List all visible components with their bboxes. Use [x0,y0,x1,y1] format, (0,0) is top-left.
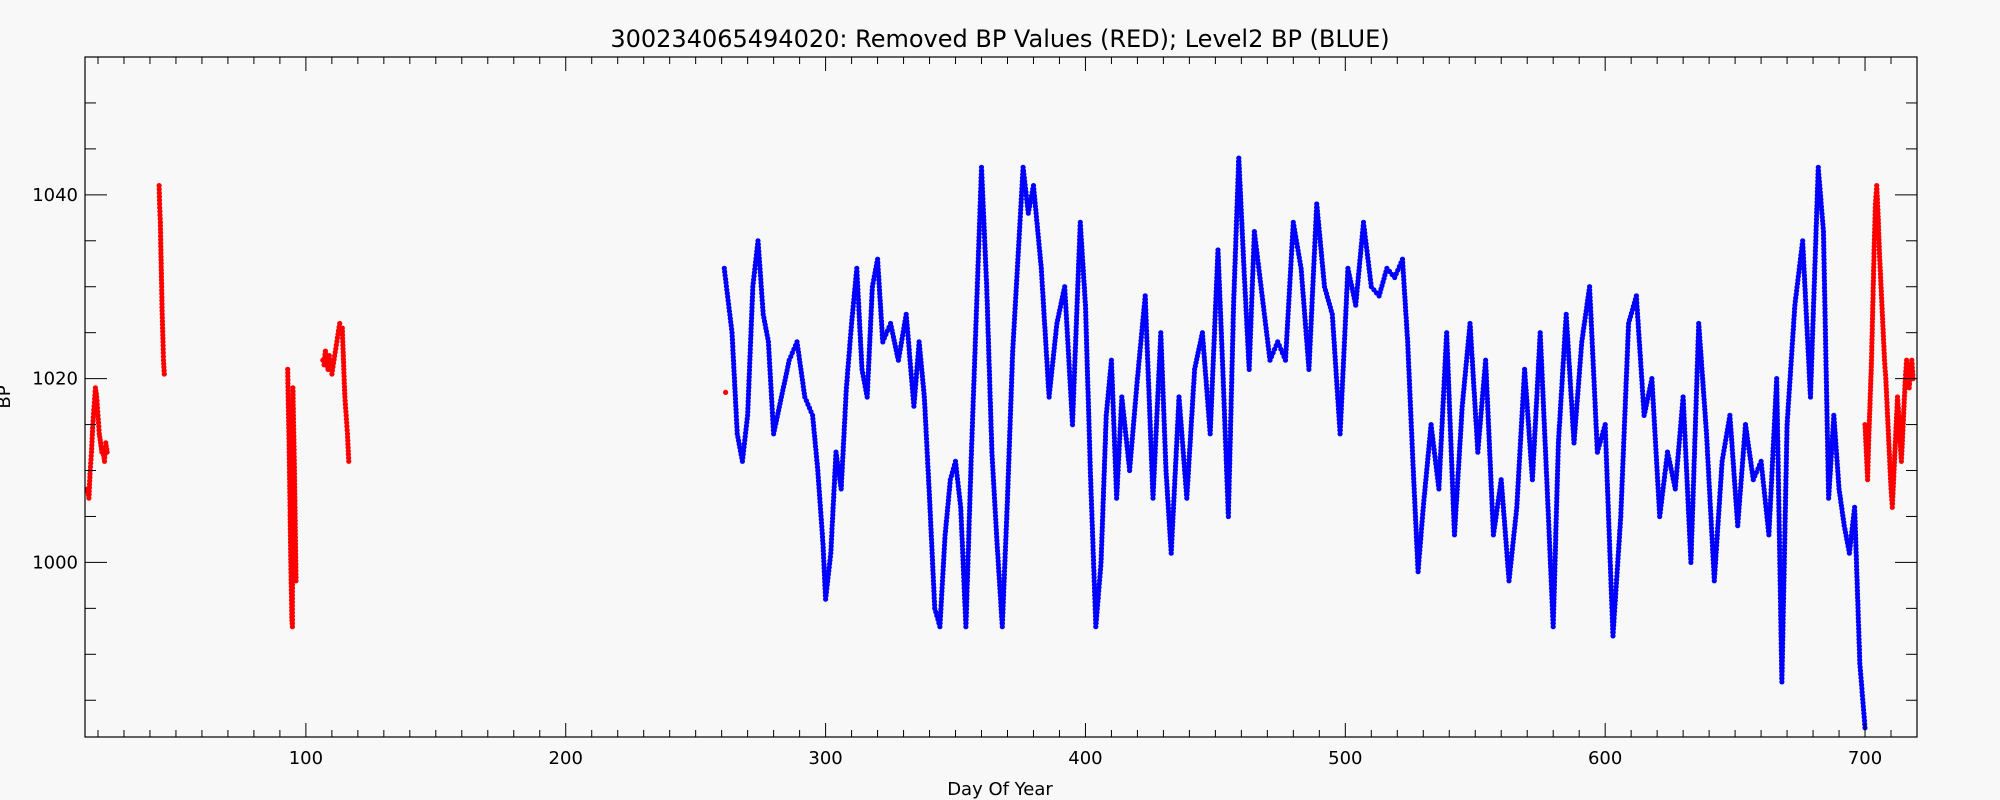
data-point [157,201,163,207]
series-1 [721,155,1868,731]
data-point [1895,405,1901,411]
data-point [96,423,102,429]
data-point [90,418,96,424]
data-point [157,205,163,211]
data-point [1909,357,1915,363]
data-point [1883,372,1889,378]
data-point [337,320,343,327]
data-point [156,190,162,196]
data-point [88,456,94,463]
data-point [342,398,348,404]
data-point [343,405,349,411]
data-point [157,216,163,222]
data-point [88,460,94,466]
data-point [289,606,295,612]
data-point [1909,361,1915,367]
data-point [160,346,166,352]
data-point [94,405,101,411]
data-point [104,449,110,455]
data-point [156,194,162,200]
data-point [1894,394,1901,400]
data-point [723,389,729,395]
data-point [160,350,166,356]
data-point [156,186,162,192]
data-point [101,458,108,464]
data-point [1896,409,1902,415]
data-point [1910,372,1916,378]
chart-title: 300234065494020: Removed BP Values (RED)… [610,25,1389,53]
data-point [157,208,163,214]
data-point [94,394,100,400]
data-point [293,578,299,584]
data-point [90,414,96,420]
data-point [1895,398,1901,404]
data-point [160,342,166,349]
data-point [1909,365,1915,371]
data-point [161,371,167,377]
data-point [342,394,348,400]
data-point [346,458,352,464]
data-point [344,420,350,426]
plot-layer [85,155,1916,731]
data-point [156,183,162,189]
data-point [1882,361,1888,367]
data-point [343,412,349,418]
series-0 [85,183,1916,630]
data-point [94,398,100,404]
